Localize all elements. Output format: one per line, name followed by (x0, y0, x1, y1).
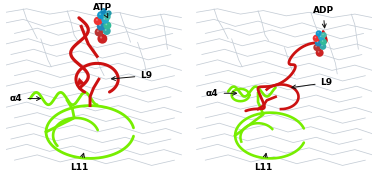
Text: ADP: ADP (313, 6, 334, 28)
Circle shape (320, 36, 321, 37)
Text: α4: α4 (206, 89, 237, 98)
Circle shape (103, 13, 111, 20)
Circle shape (94, 28, 103, 37)
Circle shape (97, 22, 105, 31)
Circle shape (99, 24, 101, 26)
Circle shape (94, 17, 102, 25)
Circle shape (313, 35, 320, 42)
Circle shape (99, 13, 101, 15)
Circle shape (103, 21, 112, 29)
Circle shape (105, 15, 107, 17)
Circle shape (316, 49, 324, 57)
Circle shape (318, 32, 319, 33)
Circle shape (316, 30, 322, 37)
Text: L11: L11 (70, 153, 88, 172)
Circle shape (96, 19, 98, 21)
Circle shape (103, 18, 105, 20)
Text: α4: α4 (10, 94, 40, 103)
Circle shape (100, 36, 102, 39)
Circle shape (320, 39, 327, 45)
Circle shape (322, 40, 323, 42)
Circle shape (318, 51, 319, 53)
Circle shape (321, 32, 327, 38)
Text: L9: L9 (112, 71, 152, 80)
Circle shape (317, 41, 318, 43)
Circle shape (108, 12, 109, 13)
Circle shape (315, 39, 322, 46)
Circle shape (102, 10, 104, 11)
Circle shape (106, 10, 112, 16)
Circle shape (101, 16, 109, 24)
Circle shape (105, 24, 107, 25)
Circle shape (98, 34, 107, 44)
Circle shape (322, 34, 324, 35)
Circle shape (314, 37, 316, 38)
Circle shape (318, 34, 325, 40)
Circle shape (319, 43, 326, 50)
Text: ATP: ATP (93, 2, 112, 18)
Circle shape (101, 8, 107, 14)
Circle shape (97, 11, 105, 19)
Circle shape (313, 44, 321, 51)
Circle shape (97, 30, 99, 32)
Circle shape (103, 27, 111, 35)
Circle shape (321, 45, 323, 46)
Text: L11: L11 (254, 153, 273, 172)
Circle shape (105, 29, 107, 31)
Text: L9: L9 (292, 78, 333, 89)
Circle shape (315, 46, 317, 47)
